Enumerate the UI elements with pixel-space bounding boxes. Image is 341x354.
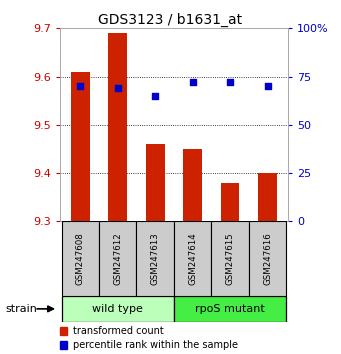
Text: GSM247616: GSM247616 xyxy=(263,232,272,285)
Bar xyxy=(108,33,127,221)
Text: percentile rank within the sample: percentile rank within the sample xyxy=(73,340,238,350)
Text: transformed count: transformed count xyxy=(73,326,163,336)
Text: GDS3123 / b1631_at: GDS3123 / b1631_at xyxy=(99,12,242,27)
Text: wild type: wild type xyxy=(92,304,143,314)
Text: strain: strain xyxy=(5,304,37,314)
Text: GSM247614: GSM247614 xyxy=(188,232,197,285)
Bar xyxy=(174,296,286,322)
Bar xyxy=(136,221,174,296)
Text: GSM247613: GSM247613 xyxy=(151,232,160,285)
Point xyxy=(227,80,233,85)
Point xyxy=(190,80,195,85)
Bar xyxy=(258,173,277,221)
Bar xyxy=(221,183,239,221)
Text: GSM247612: GSM247612 xyxy=(113,232,122,285)
Text: GSM247615: GSM247615 xyxy=(226,232,235,285)
Bar xyxy=(249,221,286,296)
Bar xyxy=(211,221,249,296)
Text: GSM247608: GSM247608 xyxy=(76,232,85,285)
Point xyxy=(265,83,270,89)
Bar xyxy=(71,72,90,221)
Bar xyxy=(183,149,202,221)
Text: rpoS mutant: rpoS mutant xyxy=(195,304,265,314)
Bar xyxy=(99,221,136,296)
Point xyxy=(152,93,158,99)
Bar xyxy=(146,144,165,221)
Bar xyxy=(61,296,174,322)
Point xyxy=(77,83,83,89)
Bar xyxy=(174,221,211,296)
Bar xyxy=(61,221,99,296)
Point xyxy=(115,85,120,91)
